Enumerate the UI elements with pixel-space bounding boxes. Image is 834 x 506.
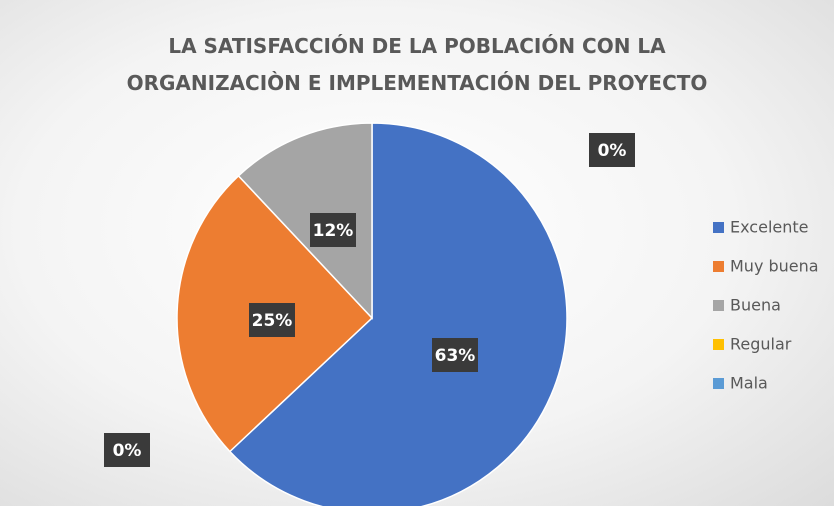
legend-label: Regular: [730, 335, 792, 354]
data-label: 12%: [313, 221, 354, 241]
legend-swatch: [713, 300, 724, 311]
legend-swatch: [713, 222, 724, 233]
data-label: 63%: [435, 346, 476, 366]
data-label: 0%: [598, 141, 627, 161]
pie-slice: [228, 122, 568, 506]
data-label-box: [589, 133, 635, 167]
legend-label: Excelente: [730, 218, 808, 237]
data-label-box: [310, 213, 356, 247]
data-label-box: [432, 338, 478, 372]
legend-label: Muy buena: [730, 257, 819, 276]
legend-swatch: [713, 261, 724, 272]
data-label-box: [249, 303, 295, 337]
pie-slice: [237, 122, 373, 320]
data-label-box: [104, 433, 150, 467]
legend-label: Buena: [730, 296, 781, 315]
legend-swatch: [713, 339, 724, 350]
data-label: 25%: [252, 311, 293, 331]
chart-title: LA SATISFACCIÓN DE LA POBLACIÓN CON LA O…: [126, 34, 708, 95]
legend-swatch: [713, 378, 724, 389]
data-label: 0%: [113, 441, 142, 461]
legend-label: Mala: [730, 374, 768, 393]
